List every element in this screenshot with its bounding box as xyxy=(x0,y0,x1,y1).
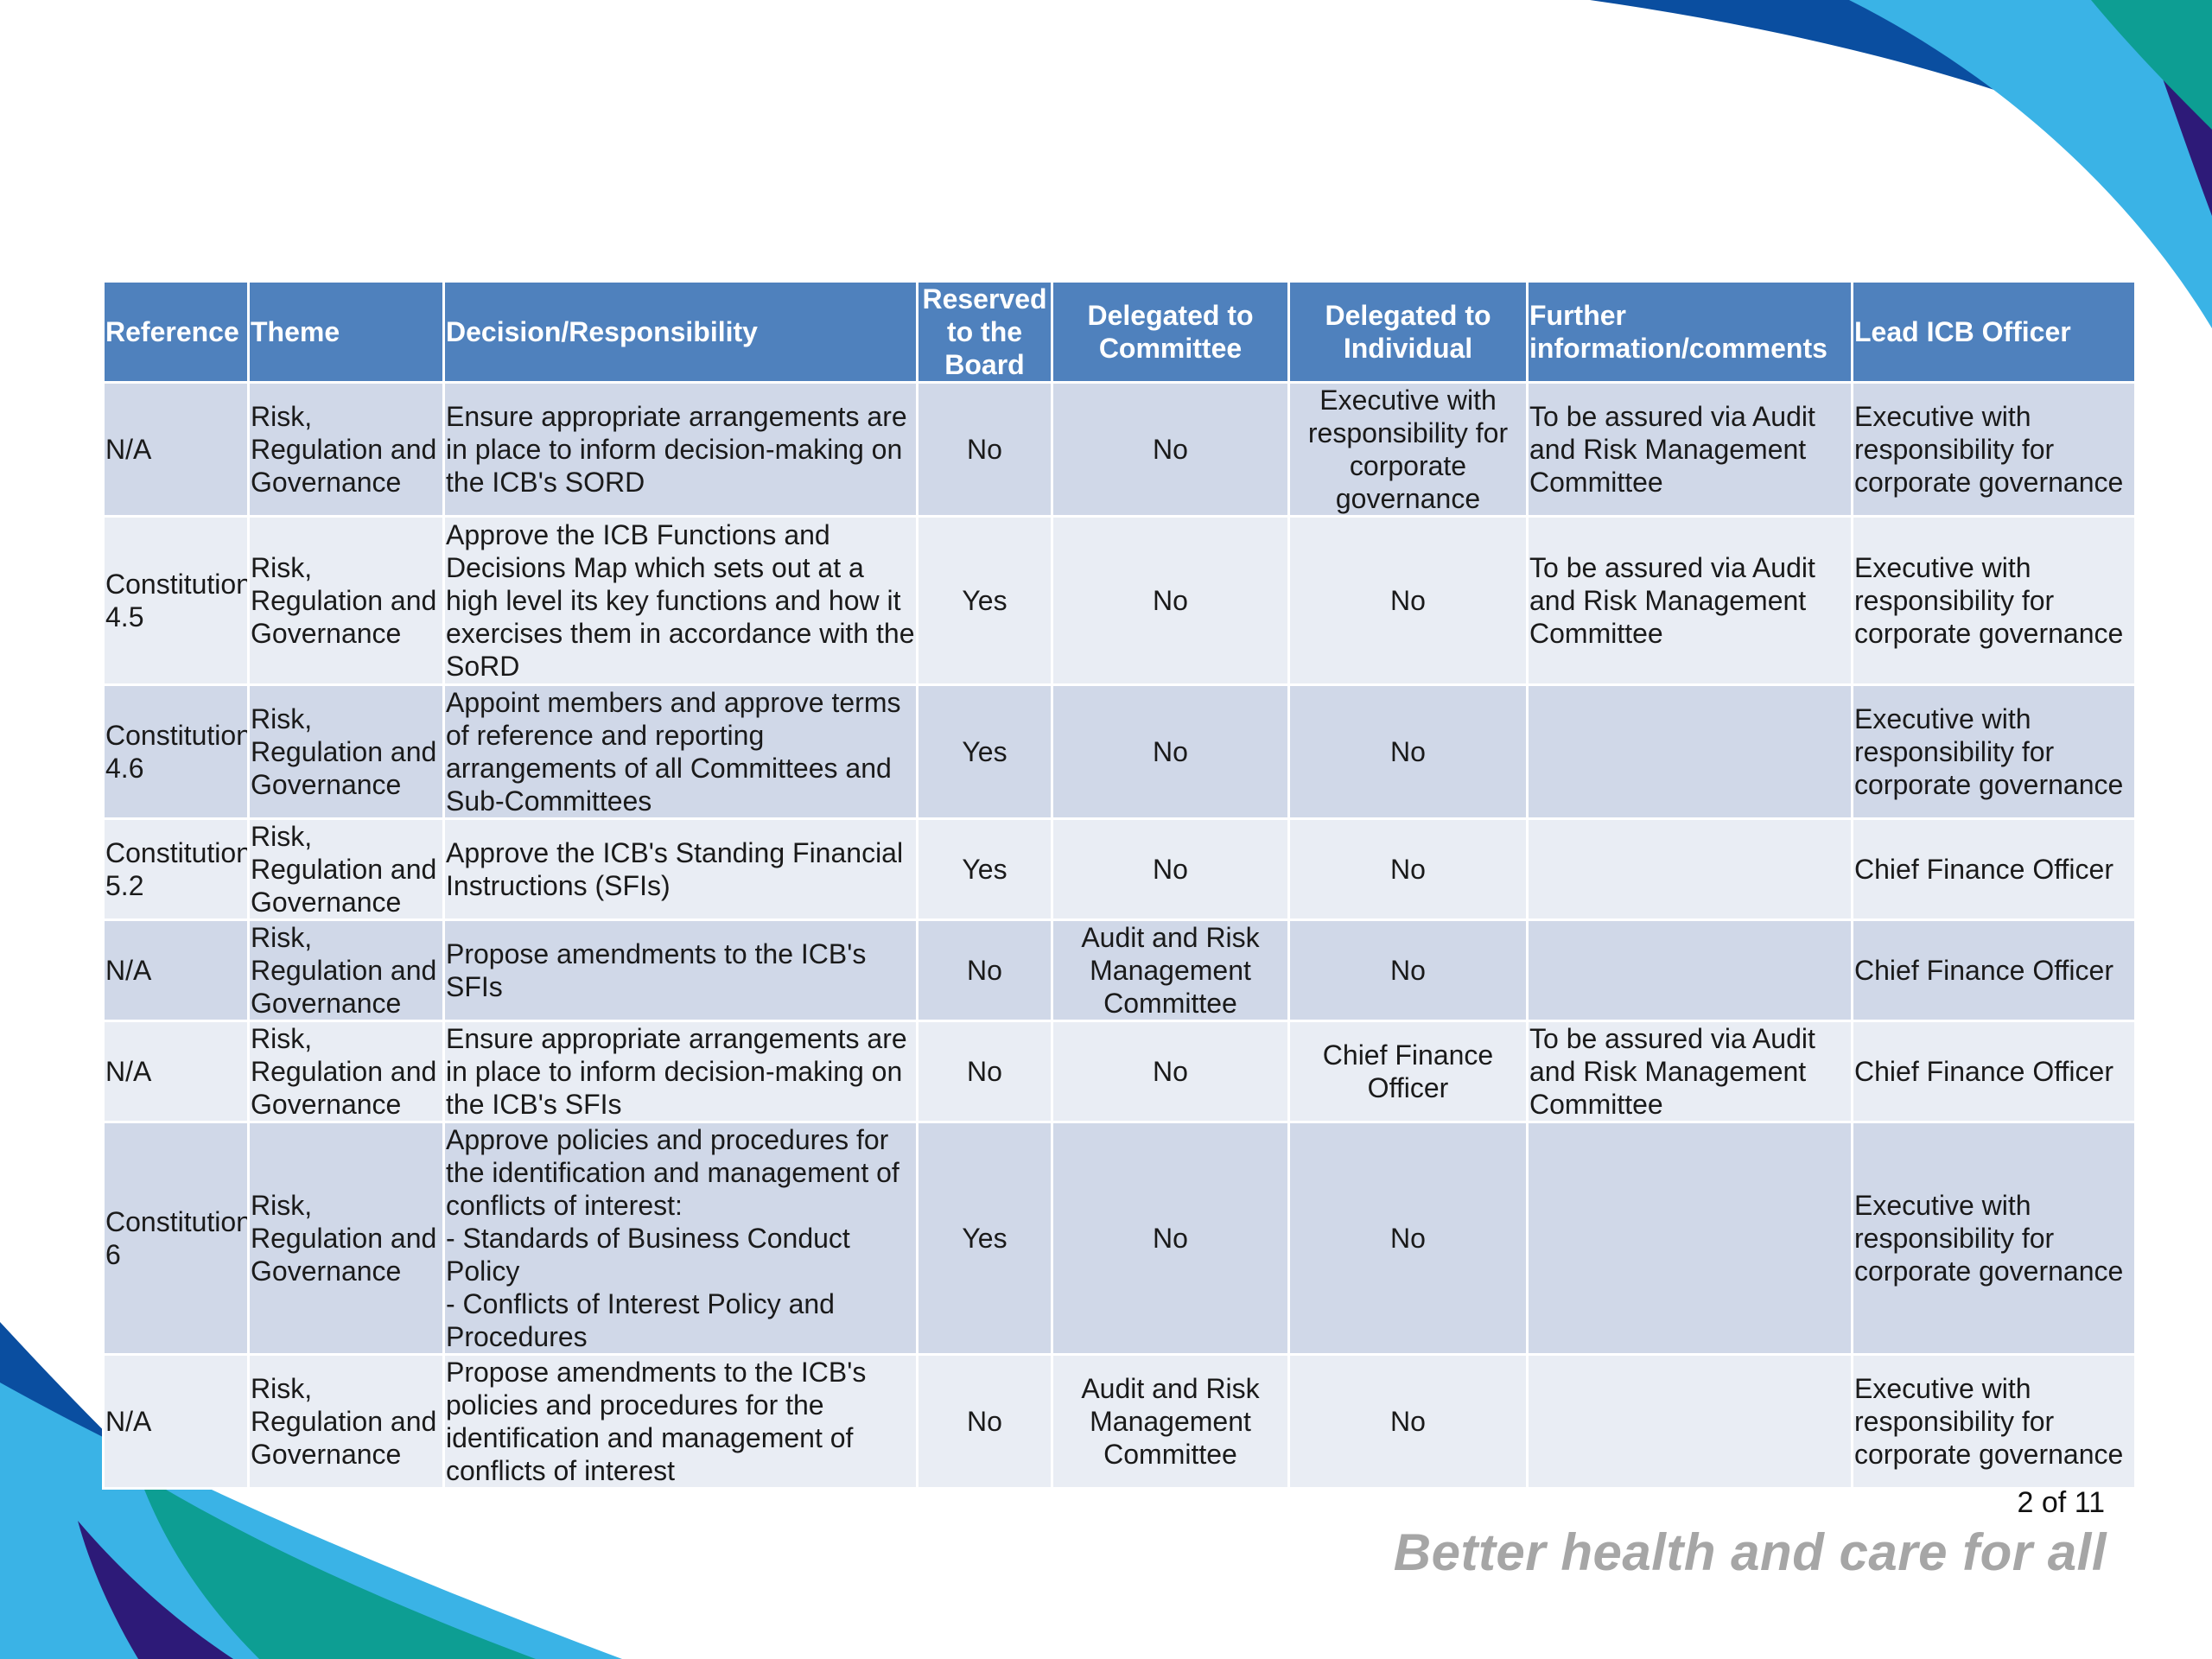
cell-lead-officer: Executive with responsibility for corpor… xyxy=(1851,515,2137,686)
delegation-table: Reference Theme Decision/Responsibility … xyxy=(102,280,2137,1490)
cell-reserved: No xyxy=(916,918,1053,1022)
cell-committee: Audit and Risk Management Committee xyxy=(1051,1353,1290,1490)
cell-reference: N/A xyxy=(102,1020,250,1123)
cell-committee: No xyxy=(1051,1121,1290,1356)
cell-lead-officer: Executive with responsibility for corpor… xyxy=(1851,1353,2137,1490)
table-row: N/A Risk, Regulation and Governance Ensu… xyxy=(102,381,2137,518)
cell-comments xyxy=(1526,1353,1853,1490)
cell-theme: Risk, Regulation and Governance xyxy=(247,817,445,921)
cell-decision: Ensure appropriate arrangements are in p… xyxy=(442,381,918,518)
cell-reserved: No xyxy=(916,381,1053,518)
table-row: Constitution 4.6 Risk, Regulation and Go… xyxy=(102,683,2137,820)
header-committee: Delegated to Committee xyxy=(1051,280,1290,384)
cell-individual: No xyxy=(1287,817,1529,921)
cell-comments xyxy=(1526,683,1853,820)
cell-committee: No xyxy=(1051,381,1290,518)
table-header-row: Reference Theme Decision/Responsibility … xyxy=(102,280,2137,384)
cell-theme: Risk, Regulation and Governance xyxy=(247,381,445,518)
cell-reserved: Yes xyxy=(916,1121,1053,1356)
cell-reference: N/A xyxy=(102,1353,250,1490)
bottom-left-light-blue-swoosh xyxy=(0,1382,622,1659)
bottom-left-navy-swoosh xyxy=(78,1521,233,1659)
cell-individual: Chief Finance Officer xyxy=(1287,1020,1529,1123)
cell-comments: To be assured via Audit and Risk Managem… xyxy=(1526,1020,1853,1123)
cell-decision: Ensure appropriate arrangements are in p… xyxy=(442,1020,918,1123)
cell-individual: No xyxy=(1287,683,1529,820)
header-comments: Further information/comments xyxy=(1526,280,1853,384)
tagline: Better health and care for all xyxy=(1393,1523,2107,1581)
cell-theme: Risk, Regulation and Governance xyxy=(247,1353,445,1490)
cell-committee: No xyxy=(1051,817,1290,921)
cell-theme: Risk, Regulation and Governance xyxy=(247,515,445,686)
cell-theme: Risk, Regulation and Governance xyxy=(247,1121,445,1356)
cell-comments xyxy=(1526,918,1853,1022)
cell-individual: No xyxy=(1287,1121,1529,1356)
cell-reference: Constitution 5.2 xyxy=(102,817,250,921)
cell-reference: Constitution 4.5 xyxy=(102,515,250,686)
cell-committee: No xyxy=(1051,1020,1290,1123)
page-number: 2 of 11 xyxy=(2017,1486,2105,1519)
cell-comments: To be assured via Audit and Risk Managem… xyxy=(1526,515,1853,686)
cell-decision: Approve the ICB Functions and Decisions … xyxy=(442,515,918,686)
cell-reserved: No xyxy=(916,1353,1053,1490)
cell-lead-officer: Chief Finance Officer xyxy=(1851,918,2137,1022)
cell-individual: No xyxy=(1287,918,1529,1022)
cell-individual: No xyxy=(1287,1353,1529,1490)
bottom-left-teal-swoosh xyxy=(138,1473,536,1659)
cell-theme: Risk, Regulation and Governance xyxy=(247,918,445,1022)
cell-individual: No xyxy=(1287,515,1529,686)
table-row: N/A Risk, Regulation and Governance Prop… xyxy=(102,1353,2137,1490)
cell-reference: Constitution 6 xyxy=(102,1121,250,1356)
header-reference: Reference xyxy=(102,280,250,384)
cell-individual: Executive with responsibility for corpor… xyxy=(1287,381,1529,518)
cell-committee: No xyxy=(1051,683,1290,820)
table-row: N/A Risk, Regulation and Governance Ensu… xyxy=(102,1020,2137,1123)
table-row: Constitution 5.2 Risk, Regulation and Go… xyxy=(102,817,2137,921)
top-right-teal-swoosh xyxy=(2091,0,2212,130)
cell-comments: To be assured via Audit and Risk Managem… xyxy=(1526,381,1853,518)
cell-committee: Audit and Risk Management Committee xyxy=(1051,918,1290,1022)
cell-reference: N/A xyxy=(102,918,250,1022)
cell-lead-officer: Executive with responsibility for corpor… xyxy=(1851,381,2137,518)
header-individual: Delegated to Individual xyxy=(1287,280,1529,384)
cell-lead-officer: Chief Finance Officer xyxy=(1851,1020,2137,1123)
cell-lead-officer: Executive with responsibility for corpor… xyxy=(1851,1121,2137,1356)
table-row: Constitution 4.5 Risk, Regulation and Go… xyxy=(102,515,2137,686)
cell-reserved: Yes xyxy=(916,683,1053,820)
header-reserved: Reserved to the Board xyxy=(916,280,1053,384)
cell-decision: Propose amendments to the ICB's SFIs xyxy=(442,918,918,1022)
header-decision: Decision/Responsibility xyxy=(442,280,918,384)
table-row: N/A Risk, Regulation and Governance Prop… xyxy=(102,918,2137,1022)
header-theme: Theme xyxy=(247,280,445,384)
cell-reference: Constitution 4.6 xyxy=(102,683,250,820)
cell-reserved: Yes xyxy=(916,817,1053,921)
cell-decision: Approve policies and procedures for the … xyxy=(442,1121,918,1356)
cell-committee: No xyxy=(1051,515,1290,686)
cell-decision: Appoint members and approve terms of ref… xyxy=(442,683,918,820)
delegation-table-container: Reference Theme Decision/Responsibility … xyxy=(102,280,2137,1490)
header-lead-officer: Lead ICB Officer xyxy=(1851,280,2137,384)
cell-reserved: No xyxy=(916,1020,1053,1123)
table-row: Constitution 6 Risk, Regulation and Gove… xyxy=(102,1121,2137,1356)
cell-lead-officer: Chief Finance Officer xyxy=(1851,817,2137,921)
cell-theme: Risk, Regulation and Governance xyxy=(247,683,445,820)
cell-reserved: Yes xyxy=(916,515,1053,686)
cell-decision: Propose amendments to the ICB's policies… xyxy=(442,1353,918,1490)
top-right-light-blue-swoosh xyxy=(1849,0,2212,328)
cell-decision: Approve the ICB's Standing Financial Ins… xyxy=(442,817,918,921)
cell-comments xyxy=(1526,817,1853,921)
cell-comments xyxy=(1526,1121,1853,1356)
cell-reference: N/A xyxy=(102,381,250,518)
cell-theme: Risk, Regulation and Governance xyxy=(247,1020,445,1123)
cell-lead-officer: Executive with responsibility for corpor… xyxy=(1851,683,2137,820)
